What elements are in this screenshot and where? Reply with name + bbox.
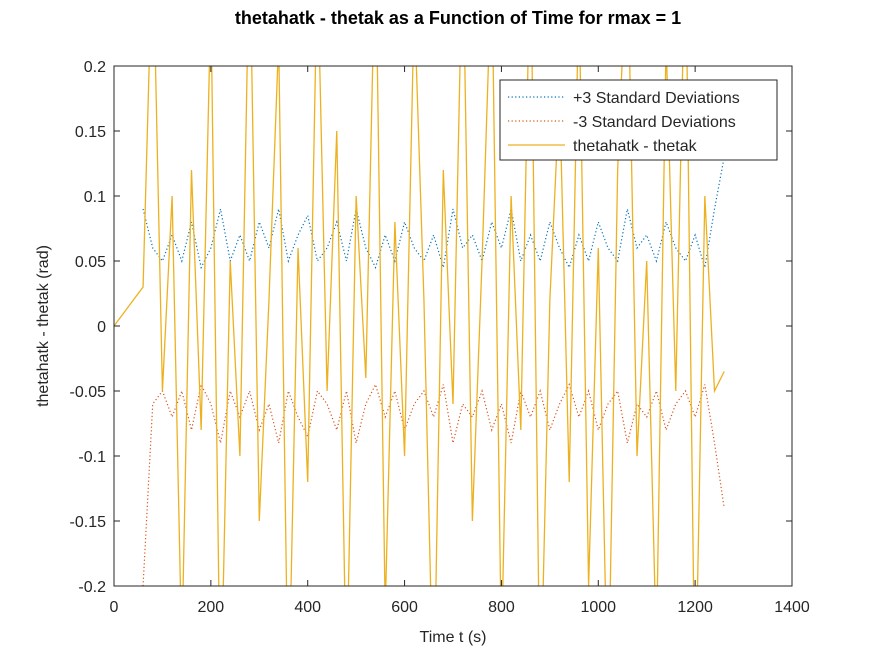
y-tick-label: -0.05 — [70, 384, 107, 401]
x-tick-label: 1000 — [580, 599, 616, 616]
legend-label: -3 Standard Deviations — [573, 114, 736, 131]
legend: +3 Standard Deviations -3 Standard Deviat… — [499, 79, 778, 161]
x-tick-label: 1400 — [774, 599, 810, 616]
legend-box — [499, 79, 778, 161]
series-line — [142, 382, 725, 586]
x-tick-label: 1200 — [677, 599, 713, 616]
x-tick-label: 200 — [198, 599, 225, 616]
legend-label: +3 Standard Deviations — [573, 90, 740, 107]
y-axis-label: thetahatk - thetak (rad) — [35, 245, 52, 407]
x-tick-label: 400 — [294, 599, 321, 616]
x-tick-label: 800 — [488, 599, 515, 616]
y-tick-label: -0.2 — [78, 579, 106, 596]
y-tick-label: 0.05 — [75, 254, 106, 271]
y-tick-label: 0 — [97, 319, 106, 336]
plot-marks — [114, 66, 725, 586]
legend-label: thetahatk - thetak — [573, 138, 698, 155]
x-tick-label: 600 — [391, 599, 418, 616]
y-tick-label: 0.1 — [84, 189, 106, 206]
chart-title: thetahatk - thetak as a Function of Time… — [234, 8, 682, 28]
x-tick-label: 0 — [110, 599, 119, 616]
y-tick-label: -0.15 — [70, 514, 107, 531]
series-line — [114, 66, 725, 586]
x-axis-label: Time t (s) — [420, 629, 487, 646]
y-tick-label: 0.2 — [84, 59, 106, 76]
y-tick-label: 0.15 — [75, 124, 106, 141]
y-tick-label: -0.1 — [78, 449, 106, 466]
